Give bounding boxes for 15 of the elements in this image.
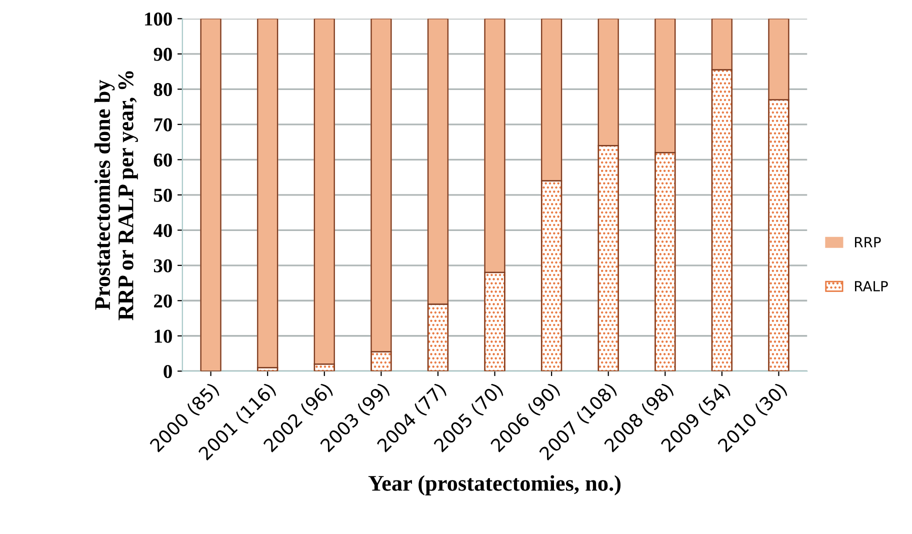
x-axis-title: Year (prostatectomies, no.) <box>368 475 621 496</box>
y-axis-title: Prostatectomies done by RRP or RALP per year, % <box>94 71 138 320</box>
y-tick-label: 100 <box>145 12 172 26</box>
legend-label: RRP <box>855 237 881 248</box>
y-tick-label: 60 <box>154 153 172 167</box>
y-tick-label: 40 <box>154 224 172 238</box>
y-tick-label: 20 <box>154 294 172 308</box>
y-tick-label: 30 <box>154 259 172 272</box>
y-tick-label: 80 <box>154 82 172 96</box>
legend-label: RALP <box>855 281 888 292</box>
y-tick-label: 90 <box>154 48 172 61</box>
y-tick-label: 10 <box>154 330 172 343</box>
y-tick-label: 0 <box>164 364 172 378</box>
y-tick-label: 50 <box>154 188 172 202</box>
y-tick-label: 70 <box>154 118 172 132</box>
